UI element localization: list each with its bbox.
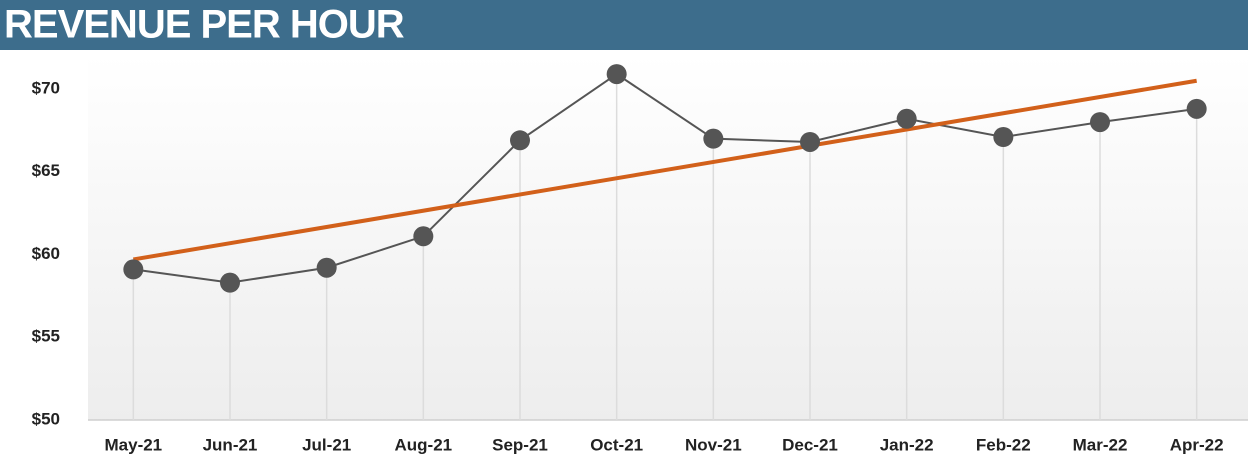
- x-tick-label: Jun-21: [203, 435, 258, 454]
- trend-line: [133, 78, 1197, 262]
- x-tick-label: Apr-22: [1170, 435, 1224, 454]
- data-point: [220, 272, 240, 293]
- data-point: [510, 130, 530, 151]
- x-tick-label: Nov-21: [685, 435, 742, 454]
- data-point: [896, 108, 917, 129]
- x-tick-label: Feb-22: [976, 435, 1031, 454]
- data-point: [606, 64, 627, 85]
- data-point: [703, 128, 724, 149]
- y-tick-label: $50: [32, 409, 60, 428]
- data-point: [993, 126, 1014, 147]
- series-line: [133, 72, 1197, 284]
- x-tick-label: May-21: [105, 435, 163, 454]
- x-tick-label: Mar-22: [1073, 435, 1128, 454]
- x-tick-label: Aug-21: [395, 435, 453, 454]
- chart-title: REVENUE PER HOUR: [4, 3, 405, 47]
- data-point: [800, 131, 820, 152]
- data-point: [1186, 98, 1207, 119]
- data-point: [316, 257, 337, 278]
- x-tick-label: Jul-21: [302, 435, 351, 454]
- x-tick-label: Dec-21: [782, 435, 838, 454]
- y-tick-label: $55: [32, 327, 60, 346]
- y-tick-label: $65: [32, 161, 60, 180]
- data-point: [413, 226, 434, 247]
- plot-area: [88, 55, 1248, 420]
- x-tick-label: Jan-22: [880, 435, 934, 454]
- x-tick-label: Sep-21: [492, 435, 548, 454]
- x-tick-label: Oct-21: [590, 435, 643, 454]
- data-point: [123, 259, 144, 280]
- y-tick-label: $60: [32, 244, 60, 263]
- data-point: [1090, 112, 1110, 133]
- y-tick-label: $70: [32, 78, 60, 97]
- title-banner: [0, 0, 1248, 50]
